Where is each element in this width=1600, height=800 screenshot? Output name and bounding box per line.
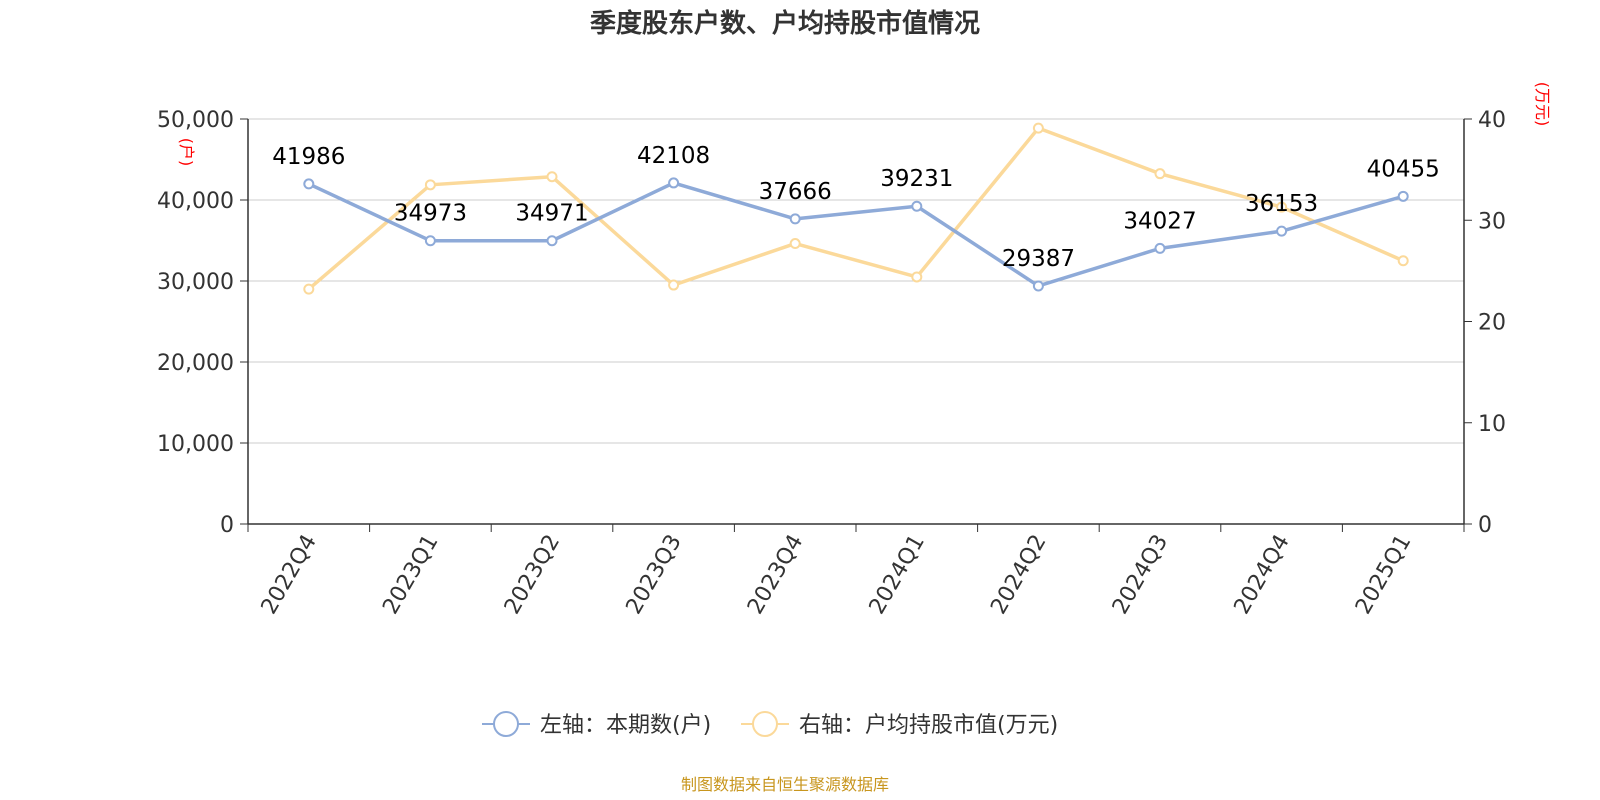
data-point: [424, 235, 436, 247]
data-point: [789, 213, 801, 225]
data-label: 34971: [515, 201, 588, 227]
data-point: [1276, 225, 1288, 237]
right-axis-tick-label: 40: [1478, 108, 1506, 133]
data-label: 40455: [1367, 156, 1440, 182]
right-axis-tick-label: 20: [1478, 311, 1506, 336]
x-axis-tick-label: 2023Q2: [500, 531, 565, 619]
data-point: [1154, 242, 1166, 254]
source-note: 制图数据来自恒生聚源数据库: [681, 775, 889, 794]
right-axis-unit: (万元): [1533, 82, 1552, 127]
left-axis-tick-label: 30,000: [157, 270, 234, 295]
x-axis-tick-label: 2023Q1: [378, 531, 443, 619]
data-point: [546, 235, 558, 247]
data-label: 41986: [272, 144, 345, 170]
x-axis-tick-label: 2022Q4: [257, 531, 322, 619]
left-axis-tick-label: 10,000: [157, 432, 234, 457]
right-axis-tick-label: 0: [1478, 513, 1492, 538]
data-label: 42108: [637, 143, 710, 169]
data-point: [1032, 280, 1044, 292]
left-axis-tick-label: 40,000: [157, 189, 234, 214]
data-point: [668, 279, 680, 291]
left-axis-unit: (户): [177, 138, 196, 167]
data-label: 29387: [1002, 246, 1075, 272]
x-axis-tick-label: 2023Q3: [621, 531, 686, 619]
data-label: 37666: [759, 179, 832, 205]
x-axis-tick-label: 2024Q3: [1108, 531, 1173, 619]
data-point: [789, 238, 801, 250]
data-label: 34973: [394, 201, 467, 227]
series-line-holders: [308, 181, 1404, 288]
series-line-avg-market-value: [307, 126, 1404, 291]
chart-title: 季度股东户数、户均持股市值情况: [590, 8, 980, 39]
data-point: [303, 178, 315, 190]
x-axis-tick-label: 2024Q2: [986, 531, 1051, 619]
gridlines: [248, 118, 1464, 444]
data-point: [424, 179, 436, 191]
data-label: 39231: [880, 166, 953, 192]
data-point: [1276, 201, 1288, 213]
data-label: 36153: [1245, 191, 1318, 217]
data-point: [668, 177, 680, 189]
left-axis-tick-label: 0: [220, 513, 234, 538]
data-point: [1032, 122, 1044, 134]
data-point: [303, 283, 315, 295]
legend-marker-icon: [493, 711, 519, 737]
legend-label: 左轴：本期数(户): [540, 713, 711, 738]
x-axis-tick-label: 2024Q4: [1229, 531, 1294, 619]
x-axis-tick-label: 2025Q1: [1351, 531, 1416, 619]
data-labels: 41986 34973 34971 42108 37666 39231 29387 34027…: [272, 143, 1440, 272]
left-axis-tick-label: 50,000: [157, 108, 234, 133]
right-axis-tick-label: 30: [1478, 209, 1506, 234]
left-axis-tick-label: 20,000: [157, 351, 234, 376]
data-point: [1154, 168, 1166, 180]
legend[interactable]: 左轴：本期数(户) 右轴：户均持股市值(万元): [482, 711, 1058, 738]
x-axis-tick-label: 2024Q1: [865, 531, 930, 619]
legend-item[interactable]: 右轴：户均持股市值(万元): [741, 711, 1058, 738]
data-label: 34027: [1123, 208, 1196, 234]
data-point: [911, 200, 923, 212]
right-axis-tick-label: 10: [1478, 412, 1506, 437]
data-point: [1397, 190, 1409, 202]
data-point: [546, 171, 558, 183]
x-axis-tick-label: 2023Q4: [743, 531, 808, 619]
data-point: [911, 271, 923, 283]
legend-marker-icon: [752, 711, 778, 737]
axes: 0 10,000 20,000 30,000 40,000 50,000 0 10 20 30 40…: [157, 82, 1552, 619]
plot-area: [303, 122, 1409, 295]
legend-item[interactable]: 左轴：本期数(户): [482, 711, 711, 738]
data-point: [1397, 255, 1409, 267]
legend-label: 右轴：户均持股市值(万元): [799, 713, 1058, 738]
